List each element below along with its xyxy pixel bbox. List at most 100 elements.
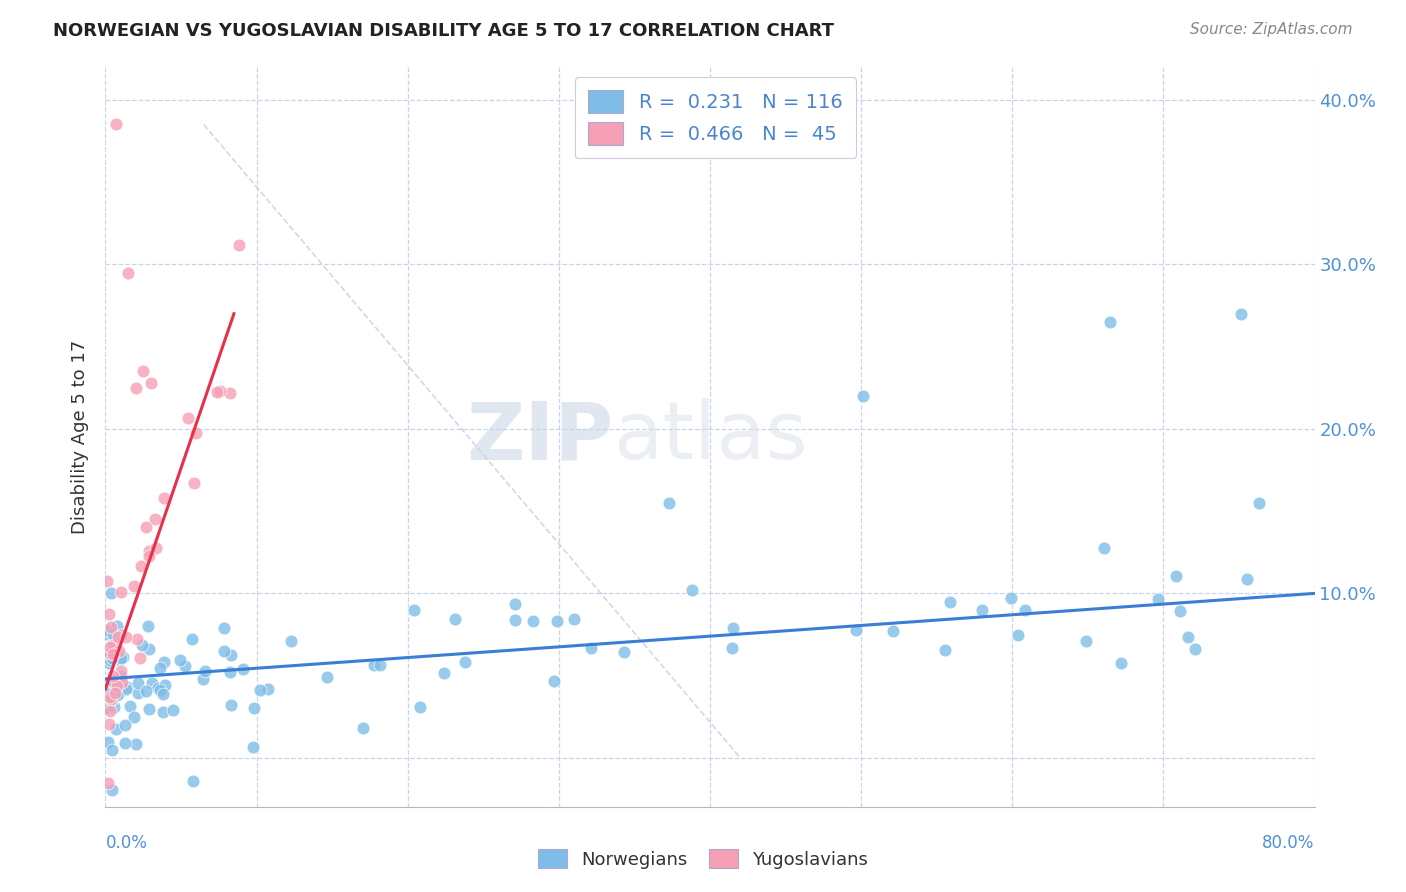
Point — [249, 682, 271, 697]
Point — [409, 700, 432, 714]
Point — [101, 647, 124, 661]
Y-axis label: Disability Age 5 to 17: Disability Age 5 to 17 — [70, 340, 89, 534]
Point — [138, 641, 160, 656]
Point — [110, 664, 132, 678]
Point — [129, 558, 152, 573]
Point — [212, 621, 235, 635]
Point — [97, 607, 120, 622]
Point — [152, 687, 174, 701]
Point — [562, 612, 585, 626]
Point — [100, 620, 122, 634]
Point — [1092, 541, 1115, 555]
Point — [219, 698, 242, 712]
Point — [939, 595, 962, 609]
Point — [522, 614, 544, 628]
Point — [1014, 603, 1036, 617]
Point — [1168, 603, 1191, 617]
Point — [1177, 630, 1199, 644]
Point — [105, 634, 128, 648]
Point — [104, 678, 127, 692]
Point — [100, 693, 122, 707]
Point — [243, 700, 266, 714]
Text: atlas: atlas — [613, 398, 807, 476]
Point — [723, 621, 745, 635]
Point — [658, 496, 681, 510]
Point — [105, 118, 128, 132]
Point — [209, 384, 232, 398]
Point — [108, 643, 131, 657]
Point — [111, 649, 134, 664]
Point — [316, 670, 339, 684]
Text: NORWEGIAN VS YUGOSLAVIAN DISABILITY AGE 5 TO 17 CORRELATION CHART: NORWEGIAN VS YUGOSLAVIAN DISABILITY AGE … — [53, 22, 834, 40]
Point — [105, 679, 128, 693]
Point — [579, 640, 602, 655]
Point — [205, 384, 228, 399]
Point — [152, 705, 174, 719]
Point — [136, 619, 159, 633]
Point — [153, 491, 176, 505]
Point — [110, 650, 132, 665]
Point — [108, 686, 131, 700]
Point — [122, 579, 145, 593]
Point — [103, 632, 125, 647]
Point — [114, 717, 136, 731]
Point — [219, 648, 242, 662]
Point — [105, 723, 128, 737]
Point — [162, 703, 184, 717]
Point — [98, 640, 121, 654]
Point — [110, 628, 132, 642]
Point — [444, 611, 467, 625]
Point — [503, 597, 526, 611]
Point — [124, 381, 148, 395]
Point — [546, 614, 568, 628]
Point — [141, 676, 163, 690]
Point — [100, 783, 122, 797]
Point — [173, 659, 195, 673]
Point — [105, 681, 128, 695]
Point — [852, 389, 875, 403]
Text: ZIP: ZIP — [465, 398, 613, 476]
Point — [280, 633, 302, 648]
Point — [101, 638, 124, 652]
Point — [131, 638, 153, 652]
Point — [1109, 656, 1132, 670]
Point — [115, 630, 138, 644]
Text: 0.0%: 0.0% — [105, 834, 148, 852]
Point — [191, 672, 214, 686]
Point — [1230, 307, 1253, 321]
Point — [118, 698, 141, 713]
Point — [100, 704, 122, 718]
Point — [98, 653, 121, 667]
Point — [125, 632, 148, 647]
Point — [97, 735, 120, 749]
Point — [103, 699, 125, 714]
Point — [218, 665, 240, 680]
Point — [97, 717, 120, 731]
Point — [232, 662, 254, 676]
Point — [177, 411, 200, 425]
Point — [1007, 628, 1029, 642]
Point — [212, 644, 235, 658]
Point — [1247, 496, 1270, 510]
Point — [183, 475, 205, 490]
Point — [104, 685, 127, 699]
Point — [98, 647, 121, 661]
Point — [1099, 315, 1122, 329]
Point — [721, 640, 744, 655]
Point — [98, 656, 121, 670]
Point — [97, 681, 120, 696]
Point — [110, 669, 132, 683]
Point — [103, 689, 125, 703]
Point — [100, 644, 122, 658]
Point — [1236, 573, 1258, 587]
Point — [135, 520, 157, 534]
Point — [107, 689, 129, 703]
Point — [115, 680, 138, 694]
Point — [101, 627, 124, 641]
Point — [101, 743, 124, 757]
Point — [94, 701, 117, 715]
Point — [100, 586, 122, 600]
Point — [1076, 633, 1098, 648]
Point — [125, 737, 148, 751]
Point — [543, 673, 565, 688]
